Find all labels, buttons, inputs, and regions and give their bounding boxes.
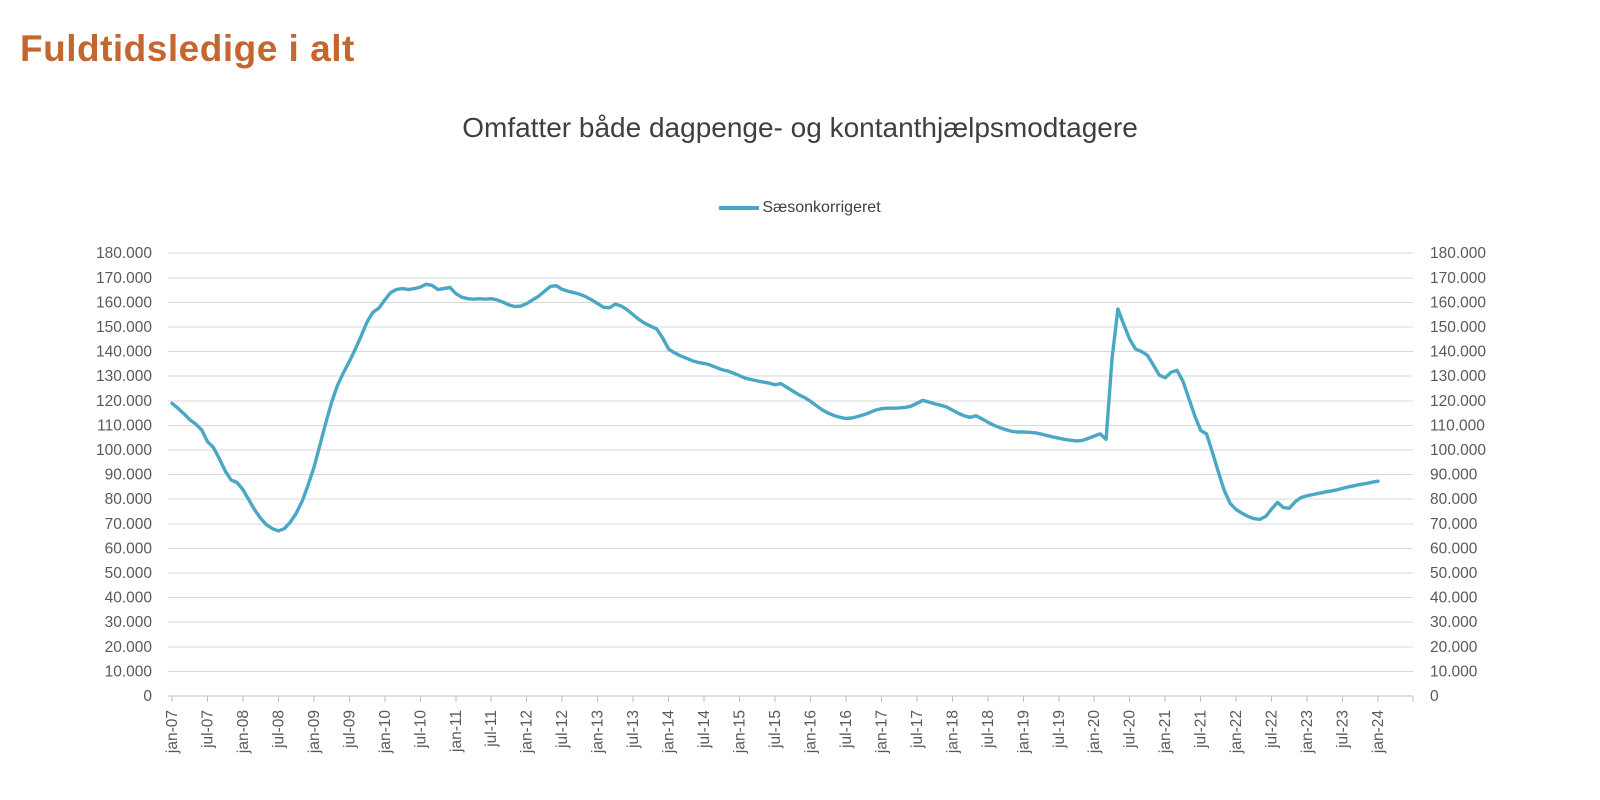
svg-text:80.000: 80.000	[105, 491, 153, 508]
svg-text:20.000: 20.000	[105, 639, 153, 656]
svg-text:jan-12: jan-12	[519, 710, 536, 754]
svg-text:jul-23: jul-23	[1335, 710, 1352, 749]
gridlines	[168, 252, 1413, 672]
svg-text:0: 0	[143, 688, 152, 705]
svg-text:10.000: 10.000	[105, 663, 153, 680]
svg-text:140.000: 140.000	[96, 344, 152, 361]
svg-text:jan-08: jan-08	[235, 710, 252, 754]
svg-text:jan-21: jan-21	[1157, 710, 1174, 754]
svg-text:120.000: 120.000	[96, 393, 152, 410]
page-title: Fuldtidsledige i alt	[20, 28, 355, 69]
x-axis-labels: jan-07 jul-07 jan-08 jul-08 jan-09 jul-09 jan-…	[164, 710, 1387, 754]
svg-text:jan-11: jan-11	[448, 710, 465, 753]
svg-text:jul-13: jul-13	[625, 710, 642, 749]
y-axis-labels-left: 0 10.000 20.000 30.000 40.000 50.000 60.000 70.…	[96, 245, 152, 705]
svg-text:60.000: 60.000	[1430, 540, 1478, 557]
svg-text:jul-10: jul-10	[412, 710, 429, 749]
svg-text:jan-22: jan-22	[1228, 710, 1245, 754]
legend: Sæsonkorrigeret	[0, 199, 1600, 217]
svg-text:90.000: 90.000	[1430, 467, 1478, 484]
legend-line-swatch	[719, 206, 760, 210]
svg-text:jul-20: jul-20	[1122, 710, 1139, 749]
svg-text:150.000: 150.000	[1430, 319, 1486, 336]
svg-text:70.000: 70.000	[1430, 516, 1478, 533]
svg-text:jan-07: jan-07	[164, 710, 181, 754]
svg-text:40.000: 40.000	[105, 590, 153, 607]
svg-text:jul-12: jul-12	[554, 710, 571, 749]
svg-text:jan-17: jan-17	[873, 710, 890, 754]
svg-text:110.000: 110.000	[1430, 417, 1485, 434]
svg-text:jan-15: jan-15	[732, 710, 749, 754]
svg-text:jan-13: jan-13	[590, 710, 607, 754]
svg-text:170.000: 170.000	[96, 270, 152, 287]
chart-title: Omfatter både dagpenge- og kontanthjælps…	[462, 112, 1138, 143]
svg-text:40.000: 40.000	[1430, 590, 1478, 607]
svg-text:160.000: 160.000	[1430, 294, 1486, 311]
svg-text:70.000: 70.000	[105, 516, 153, 533]
svg-text:jul-18: jul-18	[980, 710, 997, 749]
legend-label: Sæsonkorrigeret	[762, 199, 881, 216]
svg-text:jul-19: jul-19	[1051, 710, 1068, 749]
svg-text:jan-16: jan-16	[803, 710, 820, 754]
svg-text:50.000: 50.000	[1430, 565, 1478, 582]
svg-text:jul-16: jul-16	[838, 710, 855, 749]
svg-text:jul-09: jul-09	[341, 710, 358, 749]
svg-text:jul-21: jul-21	[1193, 710, 1210, 749]
svg-text:130.000: 130.000	[96, 368, 152, 385]
svg-text:100.000: 100.000	[1430, 442, 1486, 459]
svg-text:50.000: 50.000	[105, 565, 153, 582]
svg-text:jul-15: jul-15	[767, 710, 784, 749]
svg-text:jan-20: jan-20	[1086, 710, 1103, 754]
svg-text:170.000: 170.000	[1430, 270, 1486, 287]
svg-text:jan-09: jan-09	[306, 710, 323, 754]
svg-text:160.000: 160.000	[96, 294, 152, 311]
svg-text:jan-24: jan-24	[1370, 710, 1387, 754]
svg-text:180.000: 180.000	[1430, 245, 1486, 262]
svg-text:jul-08: jul-08	[270, 710, 287, 749]
svg-text:30.000: 30.000	[105, 614, 153, 631]
svg-text:jan-19: jan-19	[1015, 710, 1032, 754]
svg-text:150.000: 150.000	[96, 319, 152, 336]
svg-text:jan-18: jan-18	[944, 710, 961, 754]
svg-text:80.000: 80.000	[1430, 491, 1478, 508]
svg-text:20.000: 20.000	[1430, 639, 1478, 656]
svg-text:jul-22: jul-22	[1264, 710, 1281, 749]
svg-text:jan-10: jan-10	[377, 710, 394, 754]
svg-text:0: 0	[1430, 688, 1439, 705]
svg-text:110.000: 110.000	[97, 417, 152, 434]
svg-text:jul-07: jul-07	[200, 710, 217, 749]
svg-text:60.000: 60.000	[105, 540, 153, 557]
svg-text:10.000: 10.000	[1430, 663, 1478, 680]
svg-text:30.000: 30.000	[1430, 614, 1478, 631]
svg-text:130.000: 130.000	[1430, 368, 1486, 385]
svg-text:90.000: 90.000	[105, 467, 153, 484]
x-axis	[168, 695, 1414, 702]
y-axis-labels-right: 0 10.000 20.000 30.000 40.000 50.000 60.000 70.…	[1430, 245, 1486, 705]
svg-text:140.000: 140.000	[1430, 344, 1486, 361]
svg-text:120.000: 120.000	[1430, 393, 1486, 410]
svg-text:jan-23: jan-23	[1299, 710, 1316, 754]
svg-text:jul-17: jul-17	[909, 710, 926, 749]
svg-text:jul-14: jul-14	[696, 710, 713, 749]
svg-text:jan-14: jan-14	[661, 710, 678, 754]
series-line-saesonkorrigeret	[170, 282, 1380, 533]
svg-text:jul-11: jul-11	[483, 710, 500, 748]
svg-text:180.000: 180.000	[96, 245, 152, 262]
svg-text:100.000: 100.000	[96, 442, 152, 459]
